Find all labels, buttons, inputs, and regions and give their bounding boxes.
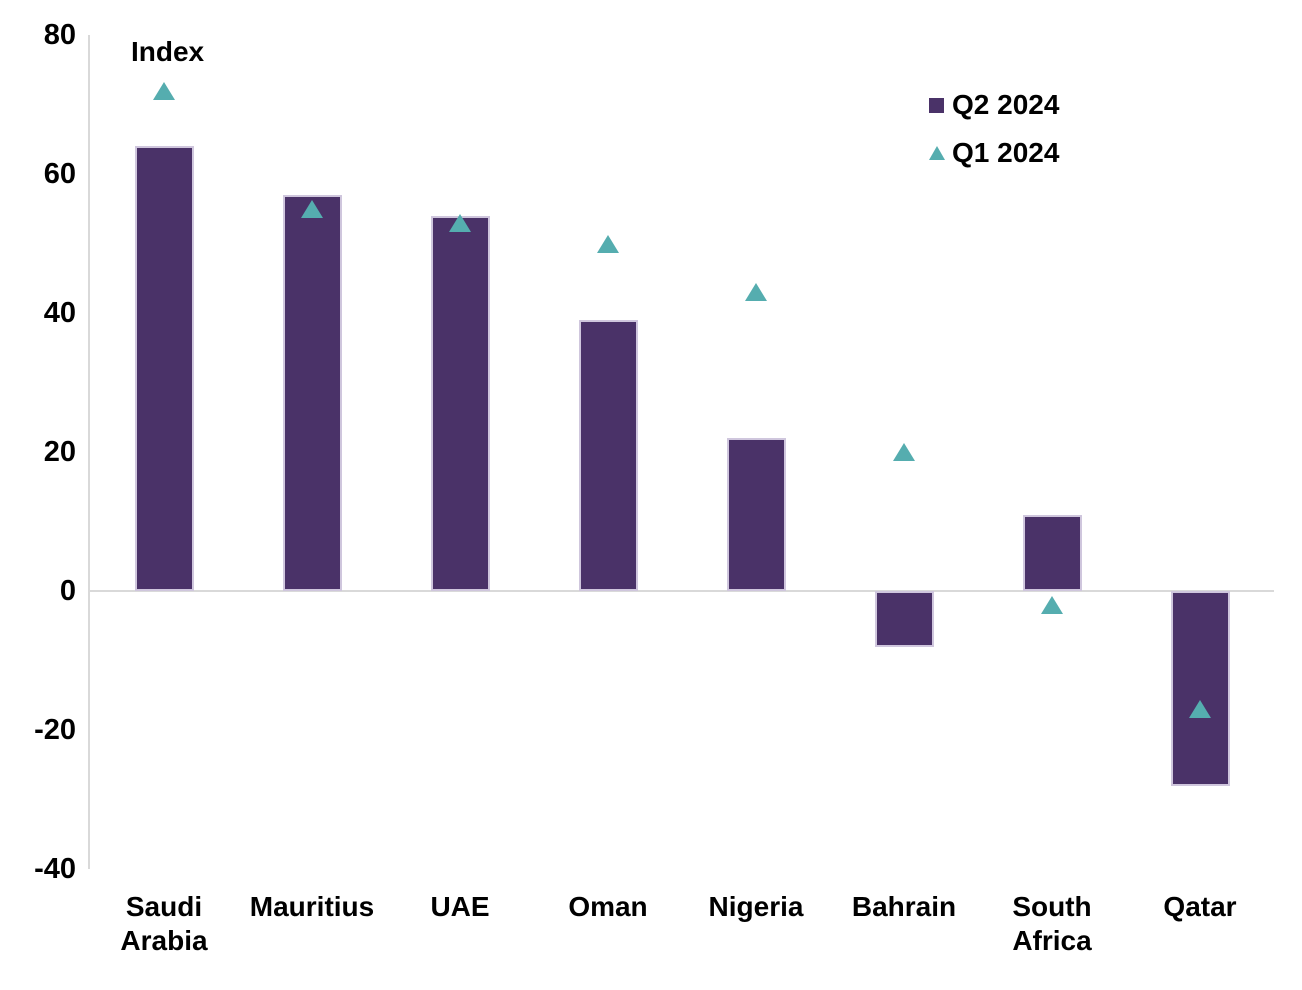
bar-mauritius <box>282 194 342 591</box>
x-label-uae: UAE <box>430 891 490 922</box>
x-label-south-africa: South Africa <box>1012 891 1092 956</box>
x-label-mauritius: Mauritius <box>249 891 375 922</box>
triangle-marker-uae <box>449 213 471 232</box>
y-axis-line <box>88 35 90 869</box>
legend-item-q2-2024: Q2 2024 <box>929 81 1059 129</box>
bar-south-africa <box>1022 514 1082 591</box>
x-label-bahrain: Bahrain <box>851 891 957 922</box>
legend-label-q2-2024: Q2 2024 <box>952 89 1060 120</box>
bar-nigeria <box>726 438 786 591</box>
bar-saudi-arabia <box>134 146 194 591</box>
y-tick-80: 80 <box>43 19 76 51</box>
x-label-saudi-arabia: Saudi Arabia <box>120 891 208 956</box>
triangle-marker-bahrain <box>893 443 915 461</box>
bar-uae <box>430 215 490 591</box>
bar-qatar <box>1170 591 1230 786</box>
triangle-marker-south-africa <box>1041 595 1063 614</box>
x-label-qatar: Qatar <box>1163 891 1237 922</box>
triangle-marker-oman <box>597 234 619 253</box>
y-tick--20: -20 <box>34 714 76 746</box>
triangle-marker-nigeria <box>745 283 767 302</box>
legend-square-icon <box>929 97 944 113</box>
legend-triangle-icon <box>929 146 945 160</box>
triangle-marker-saudi-arabia <box>153 81 175 100</box>
triangle-marker-mauritius <box>301 199 323 218</box>
axis-unit-label: Index <box>131 36 205 67</box>
triangle-marker-qatar <box>1189 700 1211 719</box>
y-tick-60: 60 <box>43 158 76 190</box>
legend: Q2 2024 Q1 2024 <box>929 81 1059 177</box>
y-tick-0: 0 <box>59 575 76 607</box>
y-tick-20: 20 <box>43 436 76 468</box>
y-tick--40: -40 <box>34 853 76 885</box>
bar-bahrain <box>874 591 934 647</box>
x-label-nigeria: Nigeria <box>708 891 804 922</box>
zero-gridline <box>88 590 1274 592</box>
legend-label-q1-2024: Q1 2024 <box>952 137 1060 168</box>
bar-oman <box>578 319 638 591</box>
x-label-oman: Oman <box>568 891 648 922</box>
y-tick-40: 40 <box>43 297 76 329</box>
legend-item-q1-2024: Q1 2024 <box>929 129 1059 177</box>
